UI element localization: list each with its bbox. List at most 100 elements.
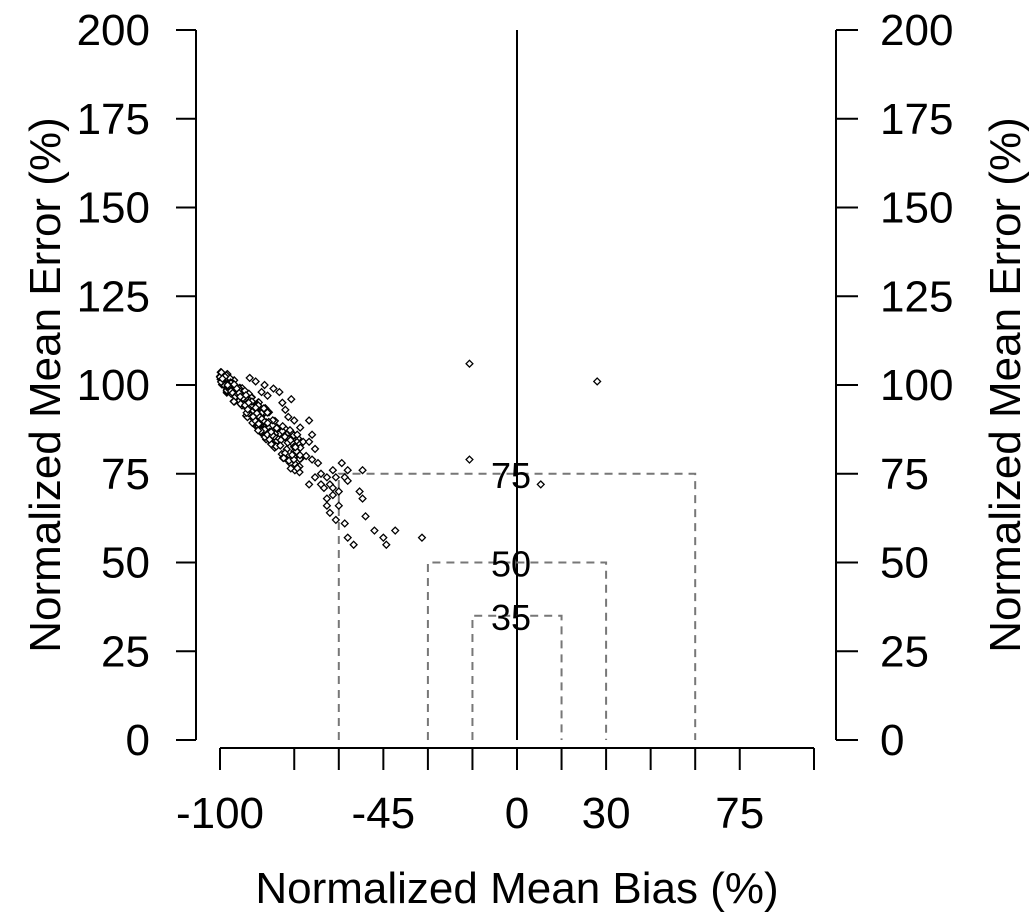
data-point bbox=[285, 425, 295, 435]
y-axis-left: 0 25 50 75 100 125 150 175 200 bbox=[77, 6, 196, 765]
x-tick-label: 75 bbox=[715, 789, 764, 838]
accuracy-zones: 75 50 35 bbox=[337, 455, 697, 740]
data-point bbox=[260, 380, 269, 390]
data-point bbox=[343, 476, 353, 486]
y-tick-label-right: 125 bbox=[880, 272, 953, 321]
zone-box-35 bbox=[471, 614, 563, 740]
data-point bbox=[536, 480, 546, 489]
y-tick-label-left: 125 bbox=[77, 272, 150, 321]
data-point bbox=[286, 394, 296, 404]
data-point bbox=[245, 373, 255, 383]
data-point bbox=[304, 480, 314, 489]
y-tick-label-right: 50 bbox=[880, 539, 929, 588]
data-point bbox=[269, 384, 278, 393]
data-point bbox=[343, 465, 353, 475]
data-point bbox=[379, 533, 388, 542]
y-tick-label-right: 175 bbox=[880, 95, 953, 144]
data-point bbox=[283, 412, 293, 422]
data-point bbox=[322, 494, 332, 503]
data-point bbox=[272, 423, 282, 433]
data-point bbox=[281, 405, 290, 415]
data-point bbox=[279, 453, 289, 463]
x-tick-label: -100 bbox=[176, 789, 264, 838]
data-point bbox=[313, 458, 323, 468]
data-point bbox=[307, 430, 317, 440]
data-point bbox=[390, 526, 400, 535]
y-tick-label-right: 75 bbox=[880, 450, 929, 499]
data-point bbox=[304, 416, 314, 425]
data-point bbox=[307, 455, 317, 464]
data-point bbox=[328, 483, 338, 493]
data-point bbox=[310, 472, 320, 482]
data-point bbox=[251, 403, 260, 413]
data-point bbox=[304, 437, 314, 447]
y-tick-label-right: 0 bbox=[880, 716, 904, 765]
data-point bbox=[301, 451, 311, 461]
y-tick-label-left: 75 bbox=[101, 450, 150, 499]
zone-label-75: 75 bbox=[491, 455, 531, 496]
y-tick-label-left: 150 bbox=[77, 184, 150, 233]
data-point bbox=[223, 380, 232, 390]
data-point bbox=[229, 397, 239, 406]
data-point bbox=[291, 442, 300, 452]
y-tick-label-left: 25 bbox=[101, 627, 150, 676]
data-point bbox=[334, 501, 344, 511]
y-tick-label-left: 100 bbox=[77, 361, 150, 410]
data-point bbox=[286, 435, 295, 445]
data-point bbox=[278, 421, 288, 431]
data-point bbox=[252, 408, 262, 418]
data-point bbox=[417, 533, 427, 542]
data-point bbox=[295, 423, 305, 432]
data-point bbox=[293, 463, 302, 473]
data-point bbox=[295, 450, 305, 460]
zone-label-50: 50 bbox=[491, 544, 531, 585]
data-point bbox=[265, 435, 274, 444]
y-tick-label-left: 200 bbox=[77, 6, 150, 55]
data-point bbox=[292, 430, 302, 440]
x-tick-label: 0 bbox=[505, 789, 529, 838]
data-point bbox=[241, 390, 251, 400]
data-point bbox=[337, 458, 347, 468]
zone-box-50 bbox=[426, 561, 608, 740]
data-point bbox=[278, 426, 287, 436]
data-point bbox=[349, 540, 358, 550]
y-axis-title-left: Normalized Mean Error (%) bbox=[21, 117, 70, 652]
data-point bbox=[275, 387, 284, 397]
data-point bbox=[257, 387, 266, 397]
data-point bbox=[322, 501, 332, 511]
data-point bbox=[289, 416, 299, 425]
data-point bbox=[370, 526, 379, 535]
data-point bbox=[275, 441, 285, 450]
data-point bbox=[465, 359, 474, 369]
data-point bbox=[328, 465, 338, 475]
data-point bbox=[382, 540, 391, 550]
y-axis-title-right: Normalized Mean Error (%) bbox=[981, 117, 1030, 652]
data-point bbox=[229, 380, 239, 389]
data-point bbox=[465, 455, 474, 464]
y-tick-label-right: 150 bbox=[880, 184, 953, 233]
data-point bbox=[298, 437, 308, 447]
data-point bbox=[322, 472, 332, 482]
data-point bbox=[331, 472, 341, 482]
data-point bbox=[358, 465, 367, 475]
data-point bbox=[316, 469, 326, 479]
y-tick-label-right: 200 bbox=[880, 6, 953, 55]
x-axis: -100 -45 0 30 75 bbox=[176, 747, 815, 838]
data-point bbox=[340, 519, 350, 528]
y-tick-label-right: 100 bbox=[880, 361, 953, 410]
data-point bbox=[331, 515, 341, 525]
data-point bbox=[278, 398, 287, 408]
data-point bbox=[280, 432, 290, 442]
data-point bbox=[592, 377, 602, 386]
data-point bbox=[266, 427, 276, 437]
data-point bbox=[355, 487, 364, 496]
y-tick-label-left: 175 bbox=[77, 95, 150, 144]
y-tick-label-left: 50 bbox=[101, 539, 150, 588]
data-points bbox=[215, 359, 602, 550]
data-point bbox=[217, 368, 226, 377]
data-point bbox=[218, 374, 227, 384]
data-point bbox=[263, 418, 272, 428]
data-point bbox=[328, 490, 338, 500]
zone-box-75 bbox=[337, 472, 697, 740]
